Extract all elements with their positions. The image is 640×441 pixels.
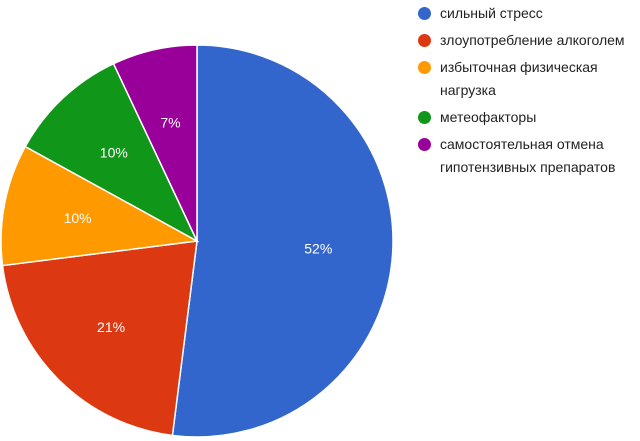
slice-label-weather-factors: 10% [100, 144, 128, 160]
legend-item-alcohol-abuse: злоупотребление алкоголем [418, 29, 633, 52]
legend-label-line: гипотензивных препаратов [440, 159, 616, 175]
slice-label-alcohol-abuse: 21% [97, 319, 125, 335]
slice-label-strong-stress: 52% [304, 241, 332, 257]
pie-slices [0, 44, 394, 438]
legend-item-drug-withdrawal: самостоятельная отмена гипотензивных пре… [418, 133, 633, 179]
legend-label-line: самостоятельная отмена [440, 136, 604, 152]
legend-label-line: нагрузка [440, 82, 496, 98]
pie-slice-physical-load [0, 145, 200, 267]
legend-marker [418, 138, 431, 151]
pie-slice-drug-withdrawal [112, 44, 198, 242]
legend-item-strong-stress: сильный стресс [418, 2, 633, 25]
legend-item-physical-load: избыточная физическая нагрузка [418, 56, 633, 102]
legend-label-line: злоупотребление алкоголем [440, 32, 625, 48]
chart-legend: сильный стресс злоупотребление алкоголем… [418, 2, 633, 183]
pie-slice-alcohol-abuse [1, 240, 198, 437]
slice-label-drug-withdrawal: 7% [160, 114, 180, 130]
legend-marker [418, 7, 431, 20]
legend-marker [418, 34, 431, 47]
legend-item-weather-factors: метеофакторы [418, 106, 633, 129]
legend-label-line: сильный стресс [440, 5, 543, 21]
pie-slice-weather-factors [24, 62, 199, 243]
legend-marker [418, 61, 431, 74]
legend-marker [418, 111, 431, 124]
pie-slice-labels: 52% 21% 10% 10% 7% [64, 114, 333, 335]
legend-label-line: избыточная физическая [440, 59, 598, 75]
pie-slice-strong-stress [171, 44, 394, 438]
slice-label-physical-load: 10% [64, 210, 92, 226]
legend-label-line: метеофакторы [440, 109, 537, 125]
